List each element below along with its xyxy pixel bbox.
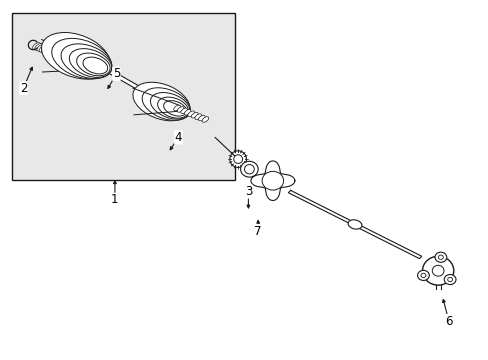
Ellipse shape xyxy=(434,252,446,262)
Ellipse shape xyxy=(35,44,43,50)
Ellipse shape xyxy=(262,171,283,190)
Ellipse shape xyxy=(52,39,111,79)
Ellipse shape xyxy=(438,255,443,260)
Ellipse shape xyxy=(50,50,58,57)
Ellipse shape xyxy=(43,47,51,54)
Ellipse shape xyxy=(133,82,189,121)
Ellipse shape xyxy=(163,101,186,116)
Ellipse shape xyxy=(177,107,183,112)
Ellipse shape xyxy=(431,265,443,276)
Ellipse shape xyxy=(61,44,112,78)
Ellipse shape xyxy=(48,49,56,56)
Ellipse shape xyxy=(184,109,191,115)
Ellipse shape xyxy=(33,43,41,49)
Ellipse shape xyxy=(240,161,258,177)
Ellipse shape xyxy=(229,151,246,167)
Ellipse shape xyxy=(347,220,361,229)
Ellipse shape xyxy=(244,165,254,174)
Ellipse shape xyxy=(233,155,242,163)
Ellipse shape xyxy=(173,105,180,111)
Ellipse shape xyxy=(422,256,453,285)
Ellipse shape xyxy=(417,270,428,280)
Polygon shape xyxy=(250,161,294,201)
Ellipse shape xyxy=(41,32,110,79)
Text: 3: 3 xyxy=(244,185,252,198)
Ellipse shape xyxy=(37,44,45,51)
Ellipse shape xyxy=(41,46,49,53)
Ellipse shape xyxy=(444,274,455,284)
Ellipse shape xyxy=(187,111,194,117)
Polygon shape xyxy=(96,63,153,97)
Ellipse shape xyxy=(191,112,198,118)
Text: 4: 4 xyxy=(174,131,182,144)
Ellipse shape xyxy=(447,277,452,282)
Text: 6: 6 xyxy=(444,315,452,328)
Ellipse shape xyxy=(142,88,190,120)
Text: 1: 1 xyxy=(111,193,119,206)
Text: 7: 7 xyxy=(254,225,262,238)
Ellipse shape xyxy=(77,53,110,76)
Ellipse shape xyxy=(52,51,60,57)
Ellipse shape xyxy=(195,114,201,120)
Ellipse shape xyxy=(157,97,188,118)
Polygon shape xyxy=(288,190,421,258)
Ellipse shape xyxy=(83,57,107,74)
Ellipse shape xyxy=(39,45,47,52)
Ellipse shape xyxy=(198,115,205,121)
Text: 5: 5 xyxy=(112,67,120,80)
Ellipse shape xyxy=(202,117,208,122)
Ellipse shape xyxy=(45,48,54,55)
Ellipse shape xyxy=(150,93,189,119)
FancyBboxPatch shape xyxy=(12,13,234,180)
Text: 2: 2 xyxy=(20,82,27,95)
Ellipse shape xyxy=(69,49,111,77)
Ellipse shape xyxy=(420,273,425,278)
Ellipse shape xyxy=(181,108,187,114)
